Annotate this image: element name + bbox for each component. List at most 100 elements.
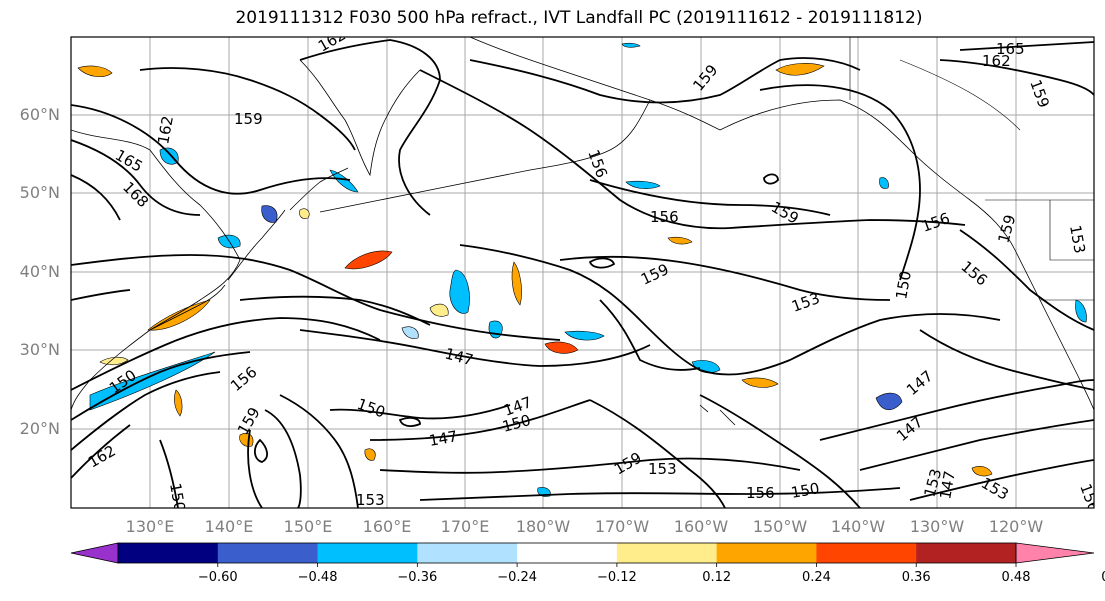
negative-patch <box>488 320 503 339</box>
negative-patch <box>621 42 641 48</box>
positive-patch <box>511 261 522 306</box>
coastline-nw-america <box>719 99 1094 411</box>
contour-label: 159 <box>234 110 263 128</box>
coastline-asia <box>71 129 241 411</box>
lat-label: 50°N <box>20 183 60 202</box>
gridlines <box>71 37 1094 508</box>
positive-patch <box>77 65 113 77</box>
contour-line <box>859 419 1094 471</box>
contour-line <box>71 104 351 195</box>
colorbar-tick-label: 0.48 <box>1002 570 1031 585</box>
negative-patch <box>879 177 889 189</box>
colorbar-tick-label: 0.24 <box>802 570 831 585</box>
colorbar-swatch <box>217 543 319 563</box>
coastline-kuril <box>289 167 349 211</box>
height-contours <box>71 39 1094 508</box>
lat-label: 40°N <box>20 262 60 281</box>
positive-patch <box>174 389 183 417</box>
contour-label: 147 <box>936 469 959 500</box>
contour-line <box>239 295 431 326</box>
plot-frame <box>70 36 1095 509</box>
contour-line <box>819 379 1094 441</box>
contour-line <box>959 41 1094 51</box>
colorbar-tick-label: 0.12 <box>702 570 731 585</box>
contour-line <box>419 487 901 501</box>
colorbar-swatch <box>816 543 917 563</box>
lon-label: 140°W <box>831 517 886 536</box>
negative-patch <box>625 180 661 189</box>
contour-line <box>459 244 1001 376</box>
border-inner <box>899 59 1094 261</box>
positive-patch <box>344 250 393 270</box>
colorbar-tick-labels: −0.60 −0.48 −0.36 −0.24 −0.12 0.12 0.24 0.36 0.4… <box>198 563 1105 585</box>
latitude-labels: 60°N 50°N 40°N 30°N 20°N <box>20 105 60 438</box>
contour-line <box>559 255 891 301</box>
contour-line <box>71 289 131 301</box>
lat-label: 20°N <box>20 419 60 438</box>
positive-patch <box>971 466 993 477</box>
colorbar <box>70 542 1095 564</box>
lon-label: 180°W <box>516 517 571 536</box>
contour-label: 165 <box>996 40 1025 58</box>
contour-label: 147 <box>428 427 459 450</box>
negative-patch <box>159 147 179 165</box>
contour-line <box>71 351 251 421</box>
longitude-labels: 130°E 140°E 150°E 160°E 170°E 180°W 170°W 160°W… <box>126 517 1044 536</box>
contour-line <box>759 84 921 281</box>
contour-line <box>279 394 359 508</box>
lon-label: 130°W <box>910 517 965 536</box>
colorbar-tick-label: −0.48 <box>298 570 338 585</box>
map-title: 2019111312 F030 500 hPa refract., IVT La… <box>235 8 923 28</box>
colorbar-tick-label: −0.12 <box>597 570 637 585</box>
colorbar-tick-label: 0.60 <box>1101 570 1105 585</box>
colorbar-tick-label: −0.36 <box>397 570 437 585</box>
lon-label: 120°W <box>989 517 1044 536</box>
contour-line <box>959 229 1094 331</box>
lon-label: 140°E <box>205 517 254 536</box>
contour-line <box>71 317 381 391</box>
coastline-islands <box>699 404 736 426</box>
negative-patch <box>329 169 359 193</box>
contour-label: 153 <box>648 460 677 478</box>
contour-label: 150 <box>166 482 189 513</box>
contour-label: 156 <box>1076 481 1103 514</box>
positive-patch <box>364 448 376 461</box>
contour-line <box>589 179 831 216</box>
lat-label: 60°N <box>20 105 60 124</box>
contour-line <box>419 69 966 230</box>
positive-patch <box>775 63 825 76</box>
contour-line <box>599 299 701 371</box>
contour-label: 153 <box>356 491 385 509</box>
contour-line <box>247 429 263 508</box>
contour-label: 150 <box>790 479 821 502</box>
lon-label: 130°E <box>126 517 175 536</box>
contour-label: 162 <box>982 52 1011 70</box>
contour-line <box>379 457 801 474</box>
contour-line <box>71 254 561 341</box>
positive-patch <box>299 208 310 219</box>
contour-label: 162 <box>154 114 177 145</box>
contour-line <box>763 173 779 185</box>
negative-patch <box>449 269 470 314</box>
negative-patch <box>875 392 903 411</box>
colorbar-frame <box>117 542 1017 564</box>
coastline-alaska <box>439 37 721 189</box>
contour-line <box>71 371 221 451</box>
contour-line <box>159 439 179 508</box>
negative-patch <box>401 326 419 339</box>
contour-line <box>299 329 651 367</box>
lon-label: 150°E <box>284 517 333 536</box>
colorbar-extend-low <box>70 542 119 564</box>
contour-line <box>264 409 302 508</box>
political-borders <box>849 37 1094 301</box>
contour-line <box>398 417 421 427</box>
contour-line <box>919 329 1094 391</box>
coastline-kamchatka <box>299 59 421 177</box>
positive-patch <box>544 341 579 354</box>
contour-line <box>329 404 511 420</box>
lon-label: 160°E <box>363 517 412 536</box>
contour-label: 150 <box>892 269 915 300</box>
positive-patch <box>99 356 129 366</box>
contour-label: 156 <box>746 484 775 502</box>
